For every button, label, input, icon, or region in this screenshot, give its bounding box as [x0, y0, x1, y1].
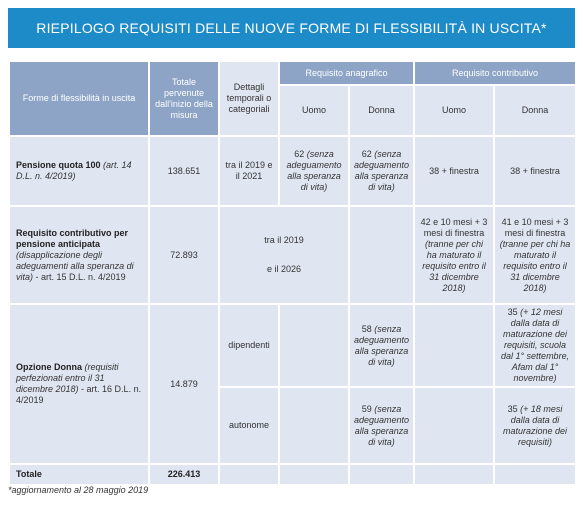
header-cell: Totale pervenute dall'inizio della misur… [148, 60, 220, 137]
cell-title: Pensione quota 100 [16, 160, 101, 170]
cell-text: 42 e 10 mesi + 3 mesi di finestra [420, 216, 488, 238]
cell: Pensione quota 100 (art. 14 D.L. n. 4/20… [8, 135, 150, 207]
cell-note: (requisiti perfezionati entro il 31 dice… [16, 362, 119, 394]
cell: 41 e 10 mesi + 3 mesi di finestra (trann… [492, 205, 578, 305]
cell: autonome [218, 386, 280, 465]
cell [278, 463, 350, 486]
cell: 226.413 [148, 463, 220, 486]
cell: 35 (+ 12 mesi dalla data di maturazione … [492, 303, 578, 388]
cell [278, 386, 350, 465]
cell: 62 (senza adeguamento alla speranza di v… [348, 135, 415, 207]
cell: 14.879 [148, 303, 220, 465]
cell [218, 463, 280, 486]
header-cell: Requisito contributivo [412, 60, 578, 86]
cell-text: 35 [507, 307, 518, 317]
title-bar: RIEPILOGO REQUISITI DELLE NUOVE FORME DI… [8, 8, 575, 48]
cell-note: (art. 14 D.L. n. 4/2019) [16, 160, 132, 181]
cell-note: (senza adeguamento alla speranza di vita… [286, 149, 342, 192]
cell: 72.893 [148, 205, 220, 305]
cell-text: 62 [361, 149, 372, 159]
cell-title: Requisito contributivo per pensione anti… [16, 227, 129, 249]
header-cell: Donna [492, 84, 578, 137]
cell-text: 62 [294, 149, 305, 159]
cell: 58 (senza adeguamento alla speranza di v… [348, 303, 415, 388]
cell [492, 463, 578, 486]
cell-text: 41 e 10 mesi + 3 mesi di finestra [501, 216, 569, 238]
cell-text: e il 2026 [266, 264, 302, 274]
cell-text: 59 [361, 403, 372, 414]
cell-note: (senza adeguamento alla speranza di vita… [354, 323, 410, 367]
cell-title: Opzione Donna [16, 362, 82, 372]
cell-note: (senza adeguamento alla speranza di vita… [354, 149, 410, 192]
cell: 138.651 [148, 135, 220, 207]
cell-text: tra il 2019 [264, 235, 304, 245]
summary-table: Forme di flessibilità in uscita Totale p… [8, 60, 578, 486]
title: RIEPILOGO REQUISITI DELLE NUOVE FORME DI… [36, 20, 547, 36]
cell-note: (senza adeguamento alla speranza di vita… [354, 403, 410, 447]
header-cell: Dettagli temporali o categoriali [218, 60, 280, 137]
header-cell: Forme di flessibilità in uscita [8, 60, 150, 137]
cell [348, 463, 415, 486]
header-cell: Uomo [278, 84, 350, 137]
cell: Opzione Donna (requisiti perfezionati en… [8, 303, 150, 465]
cell: tra il 2019 e il 2026 [218, 205, 350, 305]
cell: 42 e 10 mesi + 3 mesi di finestra (trann… [413, 205, 495, 305]
cell: dipendenti [218, 303, 280, 388]
cell [348, 205, 415, 305]
header-cell: Donna [348, 84, 415, 137]
cell: 38 + finestra [413, 135, 495, 207]
cell-note: (+ 12 mesi dalla data di maturazione dei… [500, 307, 570, 383]
cell: tra il 2019 e il 2021 [218, 135, 280, 207]
cell-text: 58 [361, 323, 372, 334]
cell [413, 463, 495, 486]
footnote: *aggiornamento al 28 maggio 2019 [8, 485, 149, 495]
cell: Totale [8, 463, 150, 486]
header-cell: Uomo [413, 84, 495, 137]
cell-title: Totale [16, 469, 42, 479]
cell-note: (tranne per chi ha maturato il requisito… [422, 238, 486, 293]
cell [413, 386, 495, 465]
cell-note: (+ 18 mesi dalla data di maturazione dei… [502, 403, 568, 447]
cell: 35 (+ 18 mesi dalla data di maturazione … [492, 386, 578, 465]
cell-ref: - art. 16 D.L. n. 4/2019 [16, 384, 142, 405]
cell: 59 (senza adeguamento alla speranza di v… [348, 386, 415, 465]
cell-ref: - art. 15 D.L. n. 4/2019 [33, 271, 126, 282]
cell [278, 303, 350, 388]
cell-text: 226.413 [167, 469, 201, 479]
cell-text: 35 [507, 403, 518, 414]
cell [413, 303, 495, 388]
cell: 38 + finestra [492, 135, 578, 207]
cell-note: (disapplicazione degli adeguamenti alla … [16, 249, 134, 282]
header-cell: Requisito anagrafico [278, 60, 415, 86]
cell: 62 (senza adeguamento alla speranza di v… [278, 135, 350, 207]
cell: Requisito contributivo per pensione anti… [8, 205, 150, 305]
cell-note: (tranne per chi ha maturato il requisito… [499, 238, 571, 293]
